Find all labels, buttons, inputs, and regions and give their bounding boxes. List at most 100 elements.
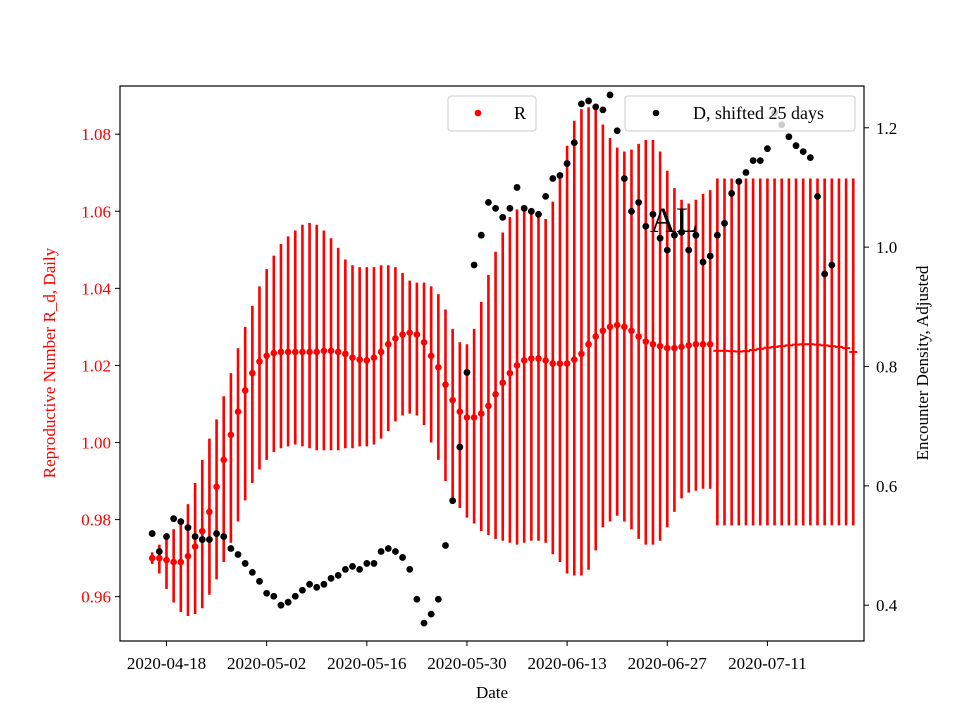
r-point: [570, 356, 578, 363]
d-point: [177, 518, 185, 526]
d-point: [606, 91, 614, 99]
d-point: [628, 207, 635, 215]
d-point: [163, 533, 170, 540]
legend-r-marker: [474, 109, 482, 117]
d-point: [649, 210, 657, 218]
r-point: [384, 340, 392, 348]
r-point: [656, 342, 664, 350]
r-point: [284, 348, 292, 356]
r-point: [291, 348, 299, 356]
r-point: [463, 414, 471, 421]
right-y-axis: 0.4 0.6 0.8 1.0 1.2: [864, 119, 898, 615]
d-point: [485, 198, 492, 206]
x-axis: 2020-04-18 2020-05-02 2020-05-16 2020-05-30…: [127, 641, 807, 673]
r-point: [249, 369, 256, 377]
x-tick-label: 2020-06-27: [628, 654, 708, 673]
d-point: [728, 190, 736, 197]
legend-d-box: [624, 95, 856, 132]
d-point: [735, 178, 743, 185]
r-point: [685, 342, 693, 349]
d-point: [263, 589, 271, 597]
r-point: [635, 333, 642, 340]
d-point: [356, 565, 364, 573]
d-point: [556, 172, 564, 179]
r-point: [306, 348, 313, 356]
d-point: [327, 574, 335, 582]
d-point: [299, 586, 306, 594]
r-point: [198, 527, 206, 535]
d-point: [742, 169, 750, 176]
d-point: [234, 551, 242, 558]
d-point: [613, 127, 621, 135]
d-point: [320, 580, 328, 588]
y-right-tick-label: 0.8: [876, 357, 897, 376]
r-point: [435, 364, 442, 371]
r-point: [263, 352, 270, 360]
x-tick-label: 2020-05-02: [227, 654, 306, 673]
d-point: [570, 139, 578, 147]
d-point: [756, 157, 764, 164]
r-point: [270, 349, 278, 357]
r-point: [535, 355, 542, 362]
d-point: [656, 234, 664, 242]
legend-r: R: [447, 95, 537, 132]
d-point: [384, 545, 392, 552]
d-point: [334, 571, 342, 579]
r-point: [213, 483, 220, 491]
legend-d-label: D, shifted 25 days: [693, 103, 824, 123]
x-tick-label: 2020-06-13: [527, 654, 606, 673]
d-point: [542, 193, 550, 200]
d-point: [713, 231, 721, 239]
d-point: [191, 533, 199, 540]
r-point: [506, 369, 514, 377]
d-point: [785, 133, 793, 141]
r-point: [692, 340, 700, 348]
r-point: [485, 402, 492, 410]
d-point: [349, 563, 356, 570]
r-point: [449, 396, 456, 404]
d-point: [341, 565, 349, 573]
right-y-axis-label: Encounter Density, Adjusted: [913, 265, 932, 460]
d-point: [749, 157, 757, 164]
d-point: [270, 592, 278, 600]
r-point: [563, 360, 571, 367]
left-y-axis-label: Reproductive Number R_d, Daily: [40, 247, 59, 478]
d-point: [227, 545, 235, 552]
r-point: [663, 344, 671, 352]
r-point: [671, 344, 678, 352]
r-point: [163, 556, 170, 564]
d-point: [377, 548, 385, 555]
d-point: [563, 160, 571, 167]
r-point: [377, 348, 385, 356]
d-point: [764, 145, 771, 153]
r-point: [256, 358, 263, 365]
y-left-tick-label: 1.04: [81, 279, 111, 298]
d-point: [678, 228, 685, 236]
r-point: [399, 331, 406, 338]
r-point: [363, 357, 371, 364]
r-point: [320, 347, 328, 355]
y-left-tick-label: 1.00: [81, 434, 111, 453]
d-point: [721, 219, 728, 227]
d-point: [392, 548, 399, 555]
d-point: [456, 443, 464, 451]
r-point: [356, 356, 363, 363]
r-point: [649, 340, 657, 348]
r-point: [606, 323, 614, 331]
r-point: [499, 379, 507, 387]
d-point: [291, 592, 299, 600]
r-point: [227, 431, 235, 439]
r-point: [599, 327, 607, 335]
r-point: [156, 554, 163, 562]
r-point: [170, 558, 177, 566]
x-tick-label: 2020-05-16: [327, 654, 406, 673]
d-point: [213, 530, 220, 537]
d-point: [256, 577, 263, 585]
r-point: [392, 335, 399, 342]
legend-r-box: [447, 95, 537, 132]
d-point: [241, 560, 249, 567]
r-point: [413, 331, 421, 338]
d-point: [277, 601, 285, 609]
r-point: [206, 508, 213, 516]
d-point: [792, 142, 800, 150]
